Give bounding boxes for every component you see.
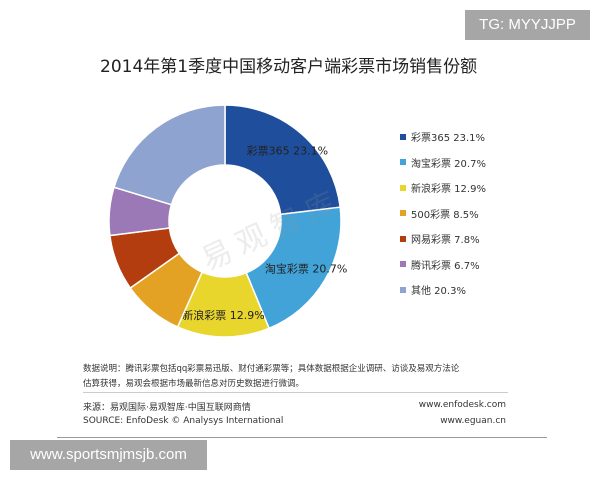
legend-swatch [400,159,406,166]
note-line-2: 估算获得，易观会根据市场最新信息对历史数据进行微调。 [83,379,305,389]
legend-item: 新浪彩票 12.9% [400,175,486,201]
divider [83,392,508,393]
legend-swatch [400,210,406,217]
chart-legend: 彩票365 23.1% 淘宝彩票 20.7% 新浪彩票 12.9% 500彩票 8.5… [400,124,486,303]
legend-item: 其他 20.3% [400,277,486,303]
note-line-1: 数据说明：腾讯彩票包括qq彩票易迅版、财付通彩票等；具体数据根据企业调研、访谈及… [83,364,460,374]
legend-label: 其他 20.3% [411,286,466,298]
legend-swatch [400,184,406,191]
data-label-0: 彩票365 23.1% [247,145,328,158]
legend-item: 彩票365 23.1% [400,124,486,150]
source-cn: 来源：易观国际·易观智库·中国互联网商情 [83,403,251,413]
legend-label: 淘宝彩票 20.7% [411,158,486,170]
legend-swatch [400,235,406,242]
legend-swatch [400,133,406,140]
donut-slice-1 [245,206,342,330]
legend-label: 网易彩票 7.8% [411,235,480,247]
bottom-divider [57,437,547,438]
overlay-site: www.sportsmjmsjb.com [10,440,207,470]
source-en: SOURCE: EnfoDesk © Analysys Internationa… [83,416,284,426]
data-note: 数据说明：腾讯彩票包括qq彩票易迅版、财付通彩票等；具体数据根据企业调研、访谈及… [83,362,503,392]
legend-label: 彩票365 23.1% [411,133,486,145]
legend-item: 500彩票 8.5% [400,201,486,227]
legend-swatch [400,261,406,268]
website-eguan: www.eguan.cn [440,416,506,426]
donut-slice-6 [113,104,226,206]
overlay-tag: TG: MYYJJPP [465,10,590,40]
legend-label: 腾讯彩票 6.7% [411,260,480,272]
legend-label: 500彩票 8.5% [411,209,479,221]
legend-swatch [400,286,406,293]
legend-item: 腾讯彩票 6.7% [400,252,486,278]
legend-label: 新浪彩票 12.9% [411,184,486,196]
donut-slice-0 [224,104,342,216]
legend-item: 网易彩票 7.8% [400,226,486,252]
chart-title: 2014年第1季度中国移动客户端彩票市场销售份额 [100,57,478,77]
data-label-1: 淘宝彩票 20.7% [265,262,347,276]
data-label-2: 新浪彩票 12.9% [182,308,264,322]
legend-item: 淘宝彩票 20.7% [400,150,486,176]
website-enfodesk: www.enfodesk.com [418,400,506,410]
